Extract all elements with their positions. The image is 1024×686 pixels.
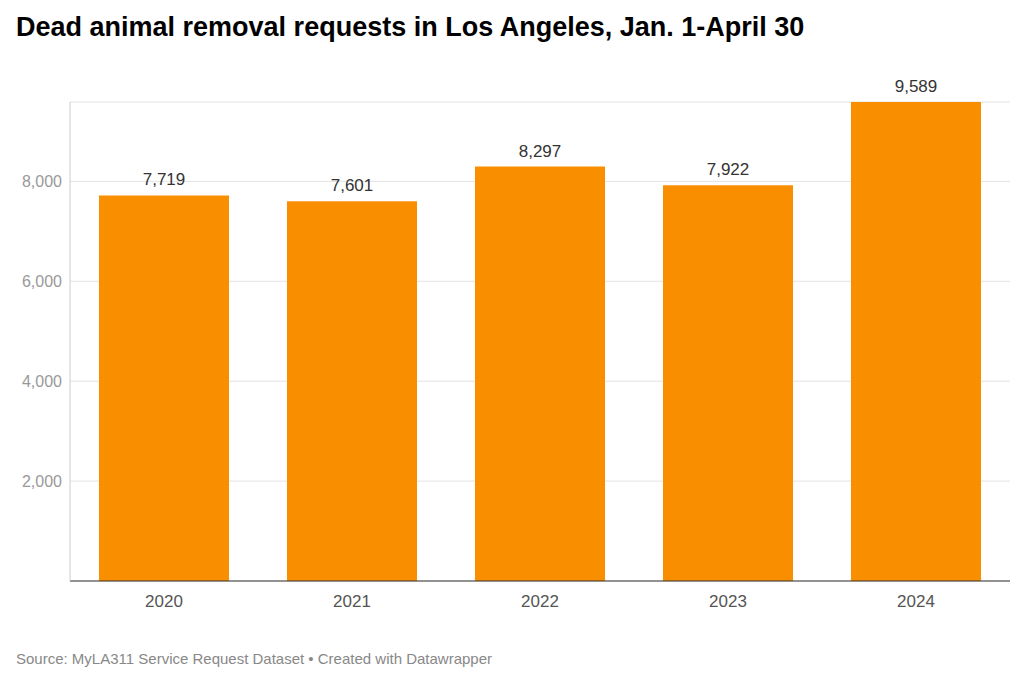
svg-text:7,922: 7,922 [707, 160, 750, 179]
svg-text:8,297: 8,297 [519, 142, 562, 161]
svg-text:2,000: 2,000 [22, 473, 62, 490]
html-text:Dead animal removal requests i: Dead animal removal requests in Los Ange… [16, 12, 805, 42]
svg-text:2024: 2024 [897, 592, 935, 611]
svg-text:2021: 2021 [333, 592, 371, 611]
svg-text:2022: 2022 [521, 592, 559, 611]
svg-text:4,000: 4,000 [22, 373, 62, 390]
html-text:Source: MyLA311 Service Reques: Source: MyLA311 Service Request Dataset … [16, 650, 492, 667]
svg-text:7,601: 7,601 [331, 176, 374, 195]
svg-text:2023: 2023 [709, 592, 747, 611]
svg-text:7,719: 7,719 [143, 170, 186, 189]
svg-text:9,589: 9,589 [895, 77, 938, 96]
svg-text:6,000: 6,000 [22, 273, 62, 290]
svg-text:8,000: 8,000 [22, 173, 62, 190]
svg-text:2020: 2020 [145, 592, 183, 611]
